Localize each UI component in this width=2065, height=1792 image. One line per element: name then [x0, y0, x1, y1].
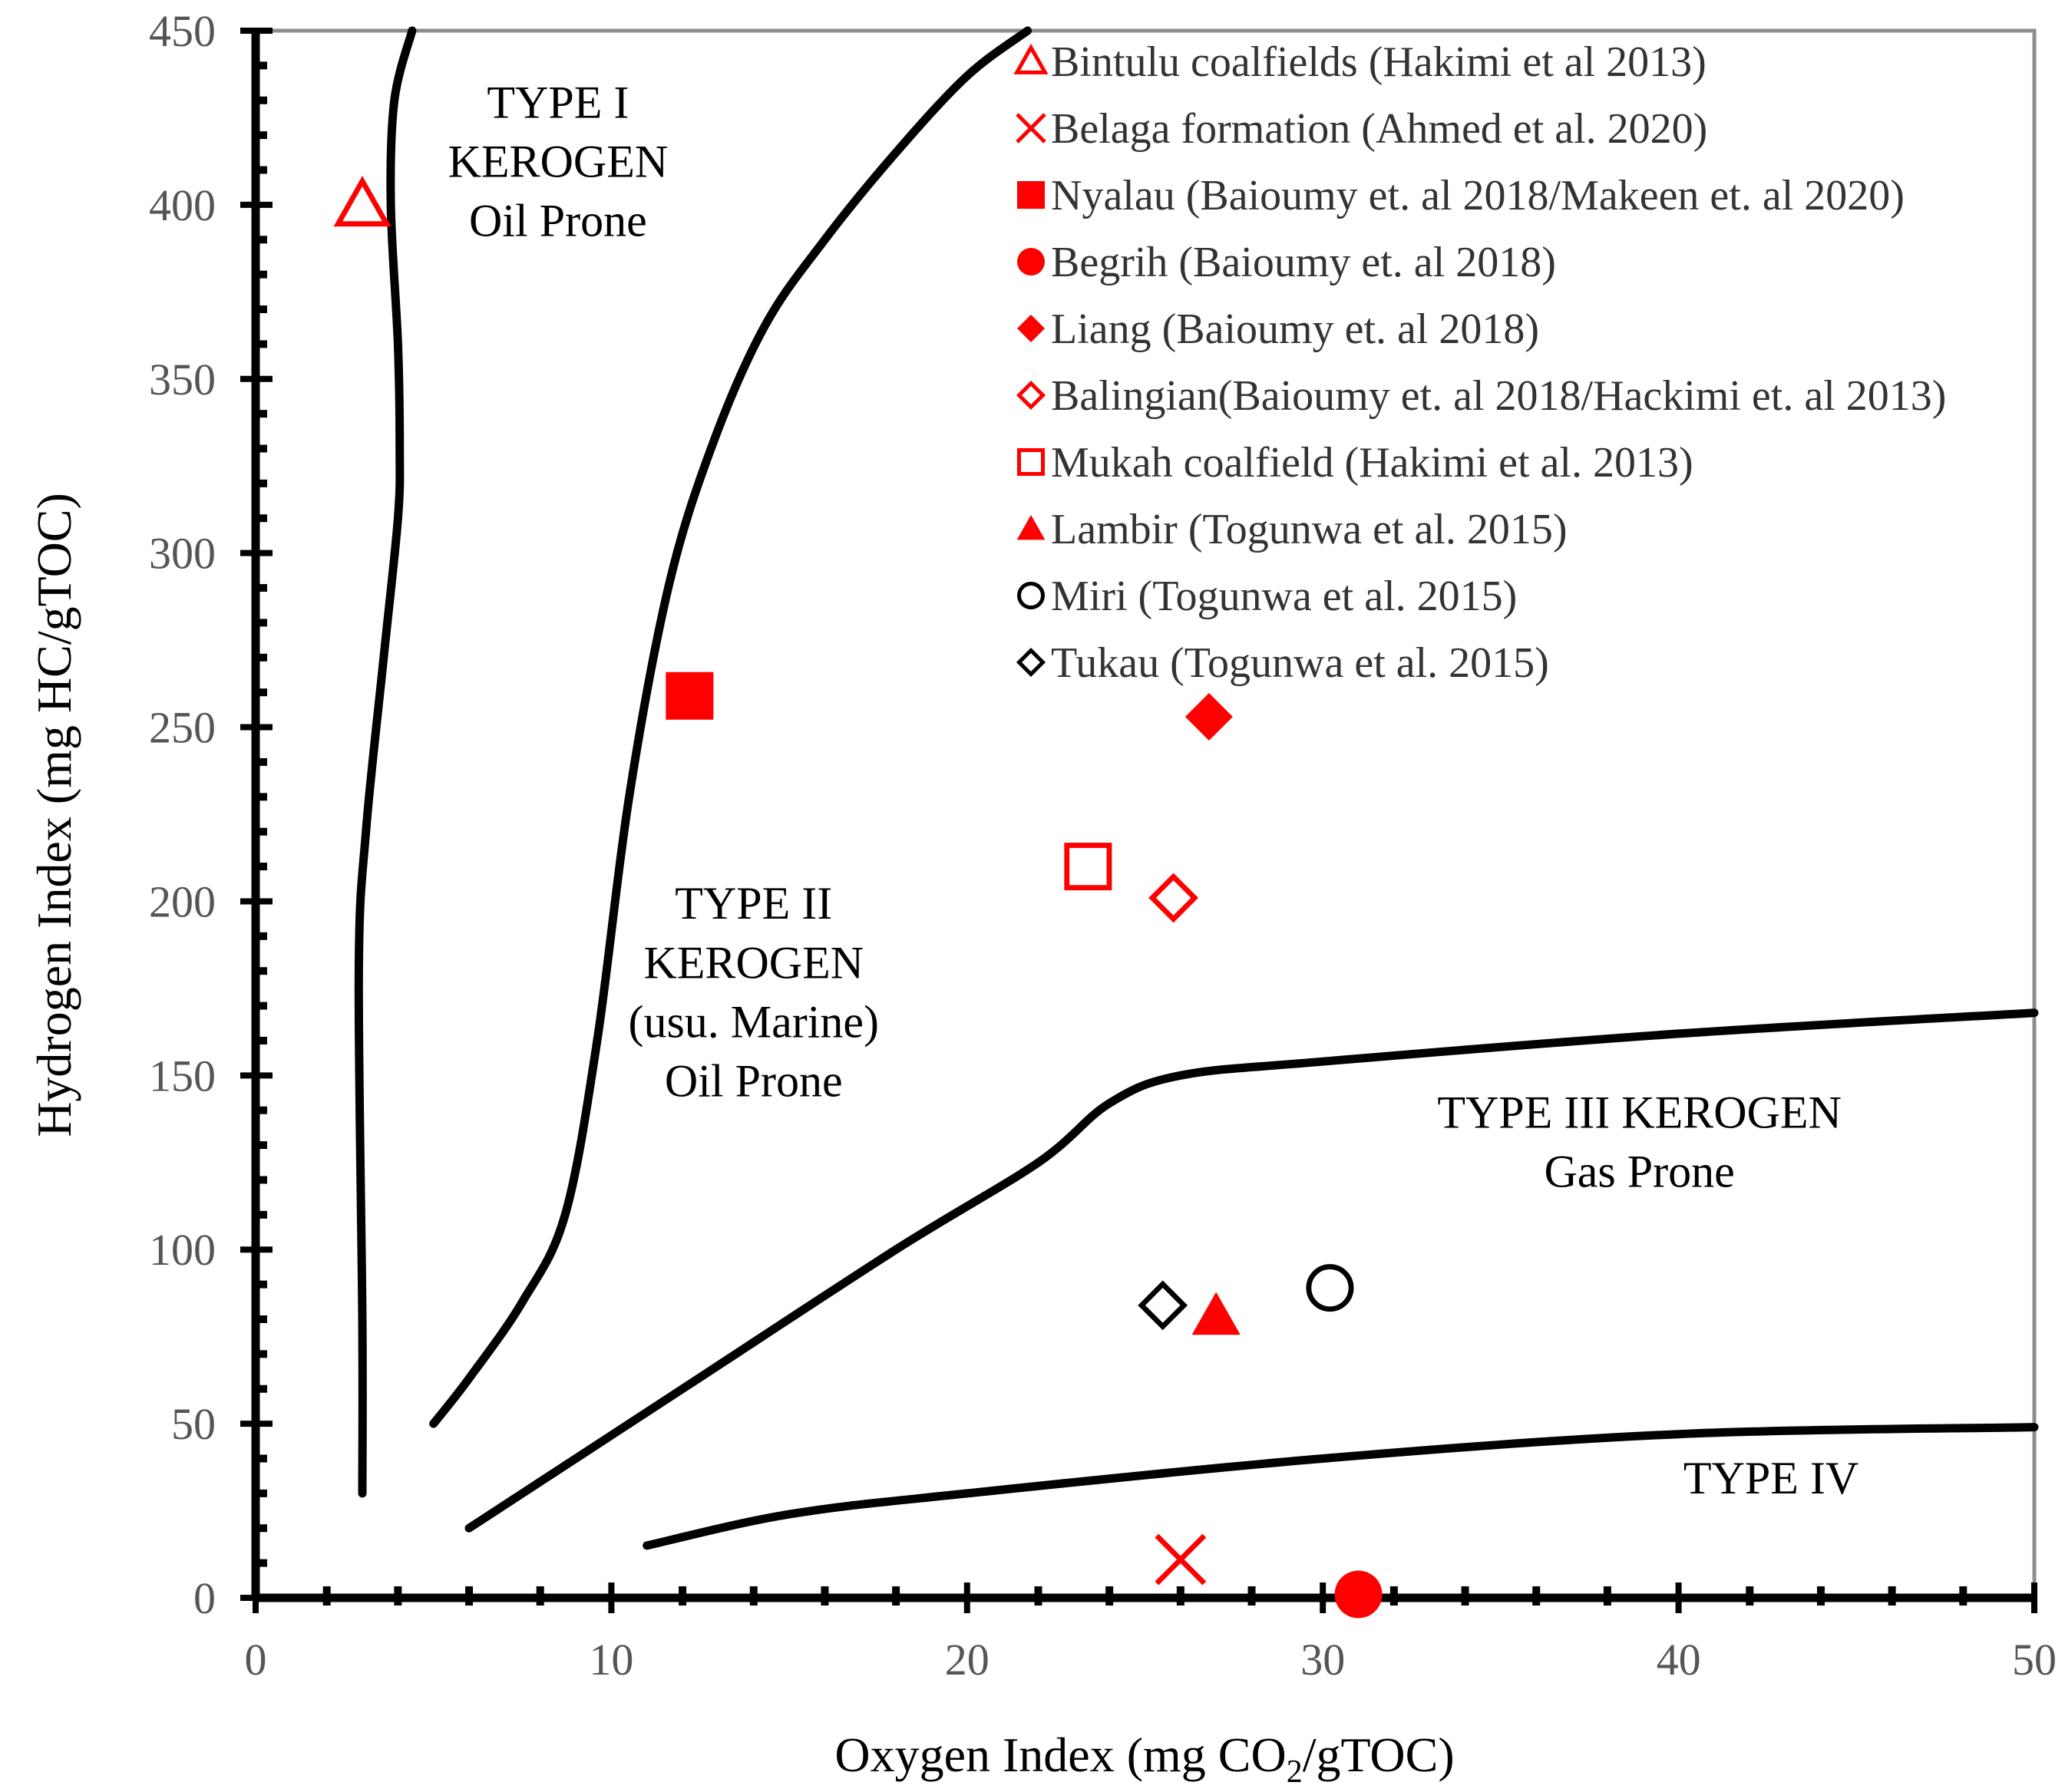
x-axis-title-end: /gTOC) [1303, 1728, 1455, 1782]
legend-item: Liang (Baioumy et. al 2018) [1017, 305, 1539, 353]
region-label: (usu. Marine) [628, 996, 879, 1047]
y-tick-label: 250 [149, 703, 216, 753]
data-points [333, 175, 1383, 1619]
axes: 0 50 100 150 200 250 300 350 400 450 0 10 20 30 40 50 [149, 6, 2057, 1685]
region-label: KEROGEN [448, 137, 669, 187]
y-tick-label: 350 [149, 355, 216, 404]
type-iii-iv-boundary [643, 1423, 2039, 1550]
legend-marker [1017, 181, 1045, 209]
legend-marker [1016, 113, 1046, 144]
x-tick-label: 40 [1657, 1635, 1701, 1685]
legend-marker [1017, 248, 1045, 276]
y-axis-title: Hydrogen Index (mg HC/gTOC) [27, 493, 81, 1137]
legend-marker [1017, 448, 1045, 476]
data-point [1334, 1570, 1383, 1619]
y-tick-label: 400 [149, 180, 216, 230]
x-tick-label: 50 [2012, 1635, 2057, 1685]
x-tick-label: 10 [589, 1635, 633, 1685]
data-point [1155, 1533, 1207, 1586]
legend-item: Begrih (Baioumy et. al 2018) [1017, 239, 1556, 286]
legend-marker [1017, 582, 1045, 609]
type-iii-upper-boundary [464, 1008, 2039, 1533]
type-i-ii-boundary [354, 26, 417, 1498]
legend-item: Tukau (Togunwa et al. 2015) [1016, 639, 1549, 687]
region-label: TYPE I [487, 77, 629, 127]
legend-marker [1013, 43, 1049, 74]
legend-item: Lambir (Togunwa et al. 2015) [1016, 506, 1568, 553]
x-tick-label: 30 [1300, 1635, 1345, 1685]
legend-marker [1016, 380, 1046, 411]
y-tick-label: 100 [149, 1225, 216, 1275]
data-point [1306, 1264, 1354, 1312]
legend-label: Mukah coalfield (Hakimi et al. 2013) [1051, 439, 1693, 487]
region-label: TYPE II [675, 878, 832, 929]
data-point [1184, 692, 1233, 741]
legend-item: Bintulu coalfields (Hakimi et al 2013) [1013, 38, 1707, 86]
data-point [333, 175, 392, 227]
legend-label: Begrih (Baioumy et. al 2018) [1051, 239, 1556, 286]
y-tick-label: 0 [193, 1573, 216, 1623]
y-tick-label: 50 [171, 1399, 216, 1449]
x-tick-label: 0 [245, 1635, 267, 1685]
data-point [1064, 843, 1112, 891]
legend-item: Nyalau (Baioumy et. al 2018/Makeen et. a… [1017, 172, 1905, 219]
region-annotations: TYPE I KEROGEN Oil Prone TYPE II KEROGEN (usu… [448, 77, 1859, 1503]
legend-marker [1017, 315, 1045, 342]
region-label: Oil Prone [665, 1056, 843, 1107]
y-tick-label: 300 [149, 529, 216, 579]
plot-area [253, 28, 2037, 1600]
region-label: KEROGEN [643, 937, 864, 988]
region-label: TYPE III KEROGEN [1437, 1087, 1842, 1137]
legend-marker [1016, 647, 1046, 678]
legend-label: Belaga formation (Ahmed et al. 2020) [1051, 105, 1707, 153]
region-label: Oil Prone [469, 196, 647, 246]
x-axis-title-subscript: 2 [1287, 1754, 1303, 1790]
legend-label: Liang (Baioumy et. al 2018) [1051, 305, 1539, 353]
legend-label: Tukau (Togunwa et al. 2015) [1051, 639, 1549, 687]
legend-item: Balingian(Baioumy et. al 2018/Hackimi et… [1016, 372, 1946, 420]
legend-item: Mukah coalfield (Hakimi et al. 2013) [1017, 439, 1693, 487]
data-point [1191, 1292, 1241, 1335]
legend-label: Lambir (Togunwa et al. 2015) [1051, 506, 1568, 553]
legend-label: Miri (Togunwa et al. 2015) [1051, 573, 1517, 620]
legend-label: Nyalau (Baioumy et. al 2018/Makeen et. a… [1051, 172, 1905, 219]
y-tick-label: 200 [149, 876, 216, 926]
y-tick-label: 450 [149, 6, 216, 56]
x-axis-title: Oxygen Index (mg CO2/gTOC) [834, 1728, 1454, 1790]
type-ii-iii-boundary [429, 26, 1032, 1428]
x-axis-title-main: Oxygen Index (mg CO [834, 1728, 1286, 1782]
legend: Bintulu coalfields (Hakimi et al 2013) Be… [1013, 38, 1946, 687]
legend-marker [1016, 515, 1046, 540]
region-label: Gas Prone [1544, 1147, 1734, 1197]
legend-item: Miri (Togunwa et al. 2015) [1017, 573, 1517, 620]
x-tick-label: 20 [945, 1635, 990, 1685]
legend-label: Balingian(Baioumy et. al 2018/Hackimi et… [1051, 372, 1946, 420]
y-tick-label: 150 [149, 1051, 216, 1101]
data-point [1148, 873, 1198, 923]
region-label: TYPE IV [1683, 1453, 1858, 1503]
legend-item: Belaga formation (Ahmed et al. 2020) [1016, 105, 1707, 153]
legend-label: Bintulu coalfields (Hakimi et al 2013) [1051, 38, 1707, 86]
data-point [1138, 1280, 1188, 1331]
data-point [666, 672, 714, 720]
boundary-curves [354, 26, 2039, 1550]
